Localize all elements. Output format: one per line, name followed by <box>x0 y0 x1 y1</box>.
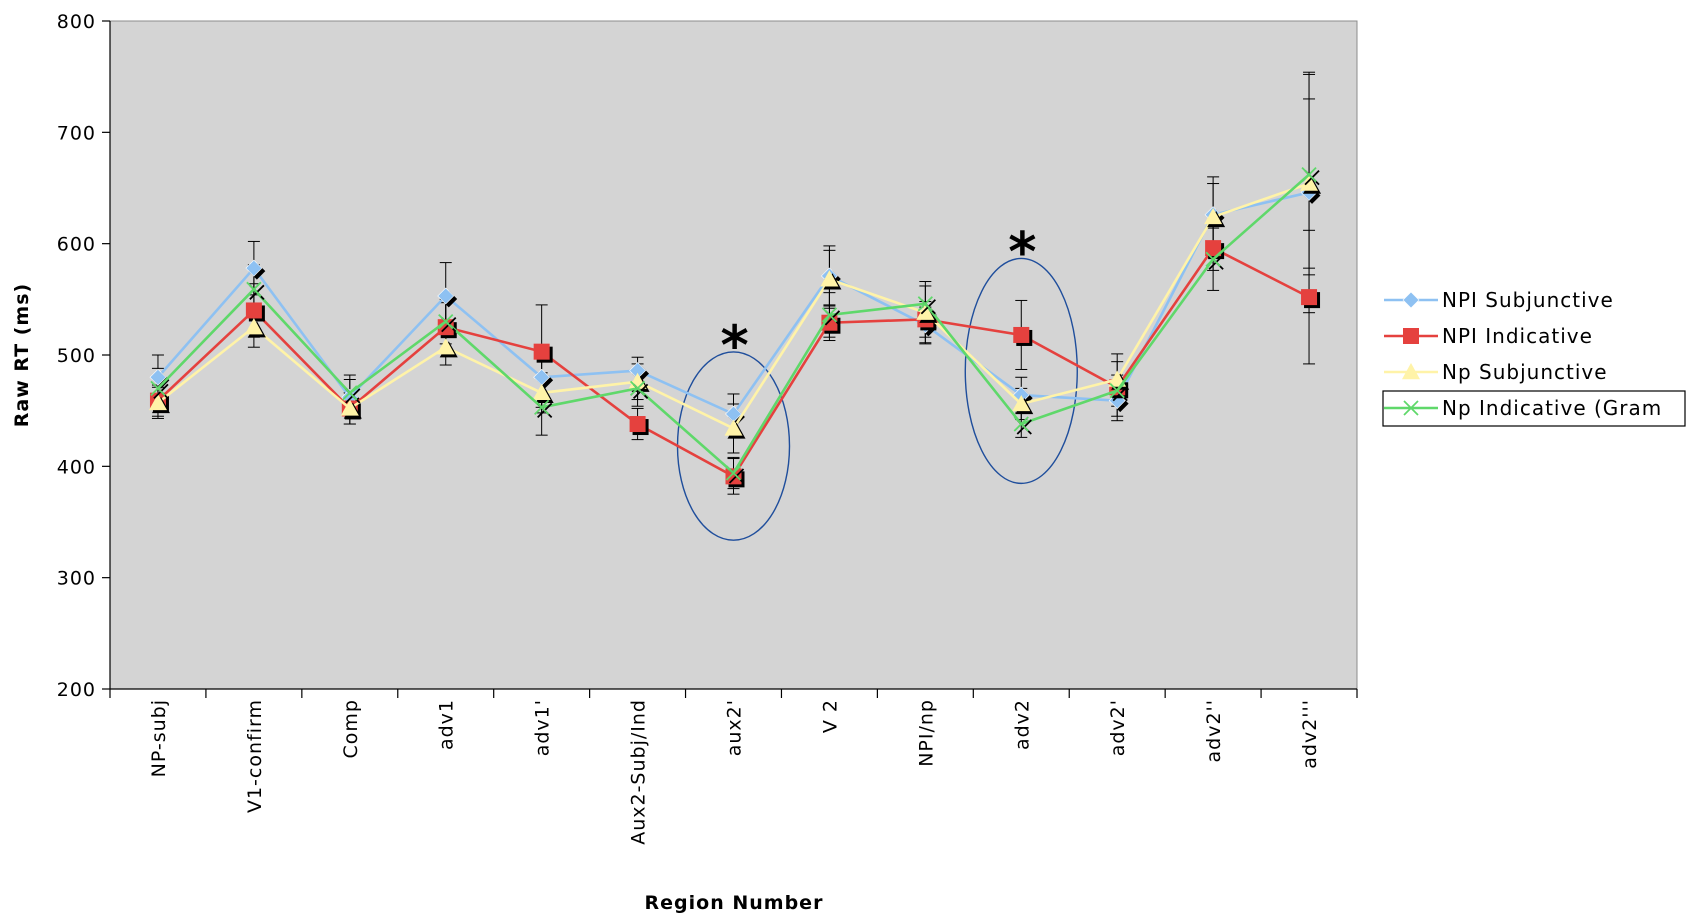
data-point-marker <box>1012 394 1034 415</box>
x-tick-label: NP-subj <box>148 699 170 777</box>
x-axis: NP-subj V1-confirm Comp adv1 adv1' Aux2-Subj/… <box>109 688 1358 845</box>
x-tick-label: adv2''' <box>1299 699 1321 769</box>
x-tick-label: adv2'' <box>1203 699 1225 762</box>
data-point-marker <box>149 368 170 389</box>
legend: NPI Subjunctive NPI Indicative Np Subjunct… <box>1382 288 1686 427</box>
legend-item: Np Indicative (Gram <box>1384 396 1662 420</box>
data-point-marker <box>437 287 458 308</box>
data-point-marker <box>1204 207 1226 228</box>
data-point-marker <box>340 399 362 419</box>
legend-item: NPI Subjunctive <box>1384 288 1614 312</box>
x-axis-title: Region Number <box>645 892 824 914</box>
data-point-marker <box>1205 251 1224 270</box>
x-tick-label: adv1 <box>436 699 458 750</box>
data-point-marker <box>1402 291 1420 309</box>
y-tick-label: 600 <box>57 234 96 256</box>
data-point-marker <box>245 259 266 280</box>
x-tick-label: NPI/np <box>915 699 937 767</box>
y-axis-title: Raw RT (ms) <box>11 283 33 427</box>
data-point-marker <box>1108 392 1129 413</box>
data-point-marker <box>246 281 265 300</box>
y-tick-label: 500 <box>57 345 96 367</box>
data-point-marker <box>1301 289 1321 309</box>
x-tick-label: adv2 <box>1011 699 1033 750</box>
data-point-marker <box>820 270 842 290</box>
y-tick-label: 300 <box>57 568 96 590</box>
x-tick-label: V 2 <box>819 699 841 733</box>
y-tick-label: 700 <box>57 122 96 144</box>
data-point-marker <box>1402 363 1420 380</box>
data-point-marker <box>917 296 936 315</box>
legend-label: Np Subjunctive <box>1442 360 1608 384</box>
data-point-marker <box>629 416 649 436</box>
data-point-marker <box>342 385 361 404</box>
data-point-marker <box>724 419 746 439</box>
data-point-marker <box>1013 326 1033 346</box>
data-point-marker <box>245 302 265 322</box>
y-tick-label: 400 <box>57 456 96 478</box>
data-point-marker <box>534 399 553 418</box>
data-point-marker <box>533 368 554 389</box>
x-tick-label: V1-confirm <box>244 699 266 813</box>
y-axis: 200 300 400 500 600 700 800 <box>57 11 111 701</box>
data-point-marker <box>436 338 458 358</box>
data-point-marker <box>1403 328 1419 344</box>
x-tick-label: adv2' <box>1107 699 1129 756</box>
data-point-marker <box>1013 416 1032 435</box>
series-np-indicative-gram <box>150 167 1320 484</box>
annotation-layer: ** <box>676 220 1078 541</box>
significance-asterisk: * <box>1008 220 1036 283</box>
series-layer <box>148 167 1322 488</box>
data-point-marker <box>244 318 266 338</box>
legend-highlight-box <box>1382 390 1686 427</box>
data-point-marker <box>821 307 841 326</box>
data-point-marker <box>1109 382 1128 402</box>
legend-item: Np Subjunctive <box>1384 360 1608 384</box>
data-point-marker <box>916 303 938 323</box>
highlight-ellipse <box>964 257 1078 485</box>
data-point-marker <box>725 465 745 484</box>
legend-label: NPI Indicative <box>1442 324 1593 348</box>
data-point-marker <box>1403 400 1419 416</box>
data-point-marker <box>438 313 457 333</box>
data-point-marker <box>1205 240 1225 260</box>
legend-label: Np Indicative (Gram <box>1442 396 1662 420</box>
x-tick-label: Aux2-Subj/Ind <box>628 699 650 845</box>
data-point-marker <box>1300 174 1322 194</box>
x-tick-label: adv1' <box>532 699 554 756</box>
legend-label: NPI Subjunctive <box>1442 288 1614 312</box>
data-point-marker <box>148 393 170 414</box>
data-point-marker <box>725 468 745 488</box>
data-point-marker <box>150 380 169 400</box>
legend-item: NPI Indicative <box>1384 324 1593 348</box>
data-point-marker <box>629 380 649 400</box>
y-tick-label: 200 <box>57 679 96 701</box>
x-tick-label: Comp <box>340 699 362 758</box>
x-tick-label: aux2' <box>724 699 746 756</box>
data-point-marker <box>1301 167 1320 186</box>
data-point-marker <box>532 383 554 404</box>
data-point-marker <box>533 343 553 363</box>
y-tick-label: 800 <box>57 11 96 33</box>
significance-asterisk: * <box>721 314 749 377</box>
